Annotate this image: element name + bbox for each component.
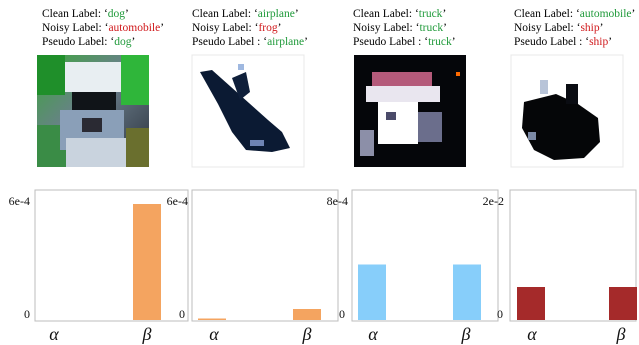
- y-tick-zero: 0: [179, 307, 185, 321]
- ship-image: [510, 54, 624, 168]
- bar-alpha: [198, 318, 226, 320]
- y-tick-max: 6e-4: [9, 194, 30, 208]
- chart-4: 2e-2 0 α β: [483, 189, 637, 344]
- x-tick-beta: β: [302, 324, 312, 344]
- clean-label: Clean Label: ‘truck’: [353, 8, 446, 20]
- y-tick-zero: 0: [339, 307, 345, 321]
- y-tick-zero: 0: [24, 307, 30, 321]
- clean-label: Clean Label: ‘airplane’: [192, 8, 299, 20]
- chart-3: 8e-4 0 α β: [327, 189, 499, 344]
- airplane-image: [191, 54, 305, 168]
- y-tick-zero: 0: [497, 307, 503, 321]
- pseudo-label: Pseudo Label : ‘airplane’: [192, 36, 308, 48]
- panel-4-labels: Clean Label: ‘automobile’ Noisy Label: ‘…: [514, 8, 635, 48]
- clean-label: Clean Label: ‘automobile’: [514, 8, 635, 20]
- noisy-label: Noisy Label: ‘frog’: [192, 22, 281, 34]
- chart-2: 6e-4 0 α β: [167, 189, 339, 344]
- x-tick-beta: β: [142, 324, 152, 344]
- panel-2-labels: Clean Label: ‘airplane’ Noisy Label: ‘fr…: [192, 8, 308, 48]
- bar-beta: [609, 287, 637, 320]
- chart-1: 6e-4 0 α β: [9, 189, 189, 344]
- bar-beta: [453, 264, 481, 320]
- clean-label: Clean Label: ‘dog’: [42, 8, 129, 20]
- pseudo-label: Pseudo Label : ‘ship’: [514, 36, 612, 48]
- x-tick-beta: β: [461, 324, 471, 344]
- noisy-label: Noisy Label: ‘ship’: [514, 22, 603, 34]
- y-tick-max: 6e-4: [167, 194, 188, 208]
- truck-image: [354, 55, 466, 167]
- noisy-label: Noisy Label: ‘truck’: [353, 22, 447, 34]
- x-tick-alpha: α: [49, 324, 59, 344]
- x-tick-alpha: α: [527, 324, 537, 344]
- y-tick-max: 8e-4: [327, 194, 348, 208]
- dog-image: [37, 55, 149, 167]
- bar-beta: [133, 204, 161, 320]
- panel-1-labels: Clean Label: ‘dog’ Noisy Label: ‘automob…: [42, 8, 164, 48]
- pseudo-label: Pseudo Label : ‘truck’: [353, 36, 456, 48]
- x-tick-beta: β: [616, 324, 626, 344]
- y-tick-max: 2e-2: [483, 194, 504, 208]
- noisy-label: Noisy Label: ‘automobile’: [42, 22, 164, 34]
- bar-beta: [293, 309, 321, 320]
- panel-3-labels: Clean Label: ‘truck’ Noisy Label: ‘truck…: [353, 8, 456, 48]
- pseudo-label: Pseudo Label: ‘dog’: [42, 36, 135, 48]
- x-tick-alpha: α: [368, 324, 378, 344]
- x-tick-alpha: α: [209, 324, 219, 344]
- bar-alpha: [358, 264, 386, 320]
- bar-alpha: [517, 287, 545, 320]
